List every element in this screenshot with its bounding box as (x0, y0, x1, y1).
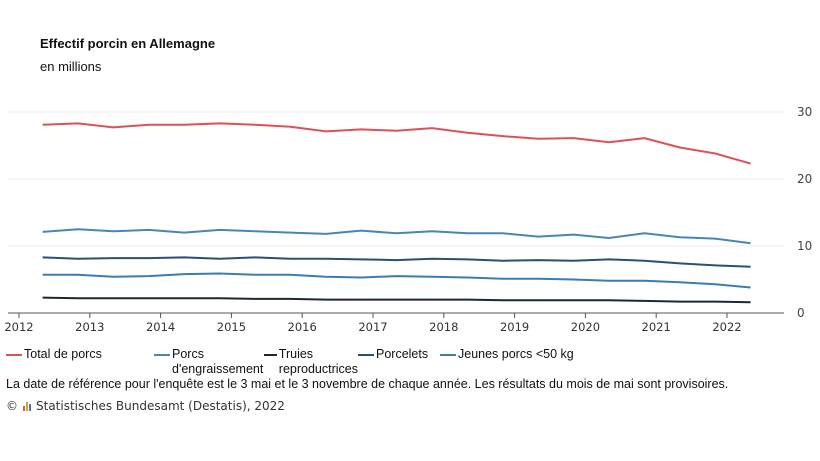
chart-title: Effectif porcin en Allemagne (40, 36, 216, 51)
legend-label-line: Porcelets (376, 347, 429, 361)
line-chart: 0 10 20 30 2012 2013 2014 2015 2016 2017 2018 2019 2… (4, 105, 812, 334)
x-tick-label: 2018 (429, 320, 458, 334)
legend-label: Truies reproductrices (279, 347, 358, 377)
legend-swatch (154, 354, 170, 356)
y-tick-label: 0 (797, 306, 805, 320)
logo-bar (26, 401, 28, 411)
series-line (42, 122, 751, 165)
y-tick-label: 10 (797, 239, 812, 253)
chart-subtitle: en millions (40, 59, 102, 74)
legend-label-line: d'engraissement (172, 362, 264, 376)
legend: Total de porcs Porcs d'engraissement Truies… (6, 347, 590, 377)
x-tick-label: 2012 (4, 320, 33, 334)
legend-label: Total de porcs (24, 347, 102, 362)
legend-swatch (6, 354, 22, 356)
legend-swatch (440, 354, 456, 356)
series-line (42, 296, 751, 304)
logo-bar (23, 405, 25, 411)
legend-swatch (264, 354, 277, 356)
legend-label-line: Truies (278, 347, 314, 361)
x-tick-label: 2017 (358, 320, 387, 334)
destatis-logo (23, 401, 31, 411)
legend-label-line: Porcs (172, 347, 204, 361)
legend-label-line: Jeunes porcs <50 kg (458, 347, 574, 361)
source: © Statistisches Bundesamt (Destatis), 20… (6, 399, 285, 413)
legend-swatch (358, 354, 374, 356)
y-tick-label: 20 (797, 172, 812, 186)
legend-item: Total de porcs (6, 347, 154, 377)
series-line (42, 228, 751, 245)
x-tick-label: 2019 (500, 320, 529, 334)
legend-label-line: reproductrices (278, 362, 358, 376)
legend-item: Truies reproductrices (264, 347, 358, 377)
x-tick-label: 2014 (146, 320, 175, 334)
x-tick-label: 2016 (288, 320, 317, 334)
footnote: La date de référence pour l'enquête est … (6, 377, 729, 391)
legend-label: Jeunes porcs <50 kg (458, 347, 574, 362)
series-line (42, 272, 751, 289)
legend-item: Porcs d'engraissement (154, 347, 264, 377)
legend-label: Porcelets (376, 347, 428, 362)
x-tick-label: 2013 (75, 320, 104, 334)
y-tick-label: 30 (797, 105, 812, 119)
legend-item: Porcelets (358, 347, 440, 377)
x-tick-label: 2021 (642, 320, 671, 334)
x-tick-label: 2020 (571, 320, 600, 334)
copyright-symbol: © (6, 399, 18, 413)
series-line (42, 256, 751, 268)
x-tick-label: 2015 (217, 320, 246, 334)
legend-label: Porcs d'engraissement (172, 347, 263, 377)
x-tick-label: 2022 (712, 320, 741, 334)
legend-item: Jeunes porcs <50 kg (440, 347, 590, 377)
source-text: Statistisches Bundesamt (Destatis), 2022 (36, 399, 285, 413)
legend-label-line: Total de porcs (24, 347, 102, 361)
logo-bar (29, 403, 31, 411)
